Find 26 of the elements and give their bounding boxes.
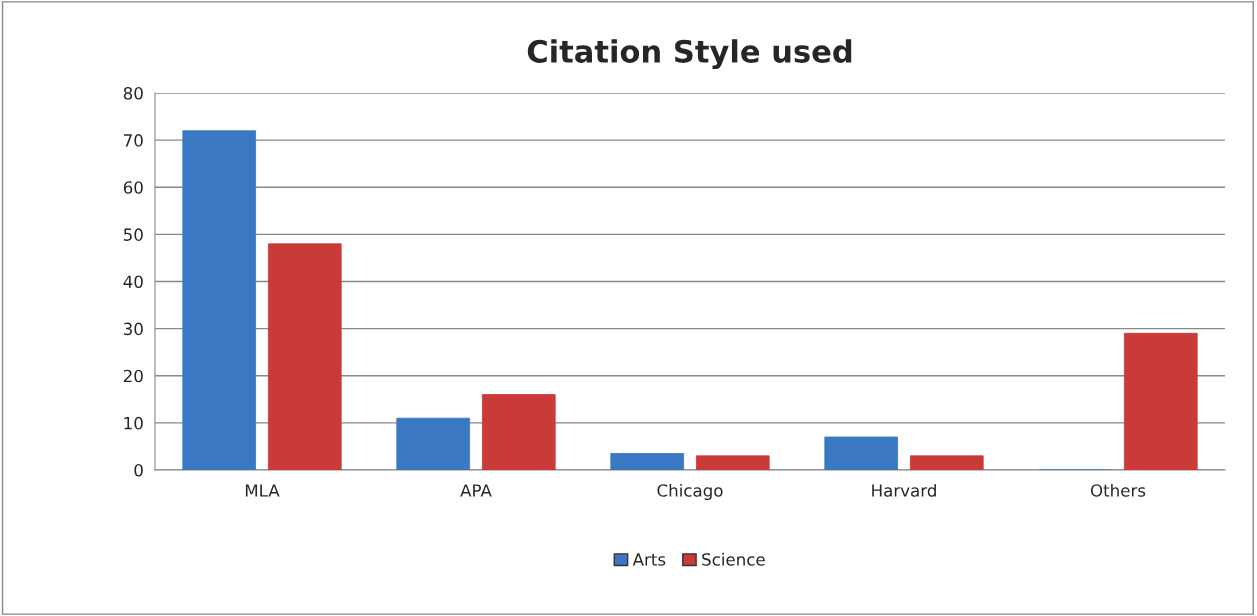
- x-tick-label: MLA: [245, 484, 280, 497]
- y-tick-label: 30: [123, 322, 143, 336]
- y-tick-label: 50: [123, 228, 143, 241]
- x-tick-label: Chicago: [657, 483, 723, 501]
- y-tick-label: 80: [123, 86, 143, 100]
- bar: [824, 436, 898, 470]
- bar: [268, 243, 342, 470]
- x-tick-label: Harvard: [872, 483, 936, 497]
- legend-label: Arts: [632, 553, 666, 566]
- x-tick-label: APA: [460, 484, 492, 497]
- y-tick-label: 40: [123, 275, 143, 289]
- bar: [482, 394, 556, 470]
- chart-title: Citation Style used: [527, 39, 852, 70]
- bar: [396, 417, 470, 470]
- bar: [1124, 332, 1198, 470]
- y-tick-label: 20: [123, 369, 143, 383]
- legend-label: Science: [702, 552, 765, 566]
- y-tick-label: 10: [124, 416, 143, 430]
- bar: [182, 130, 256, 470]
- y-tick-label: 70: [124, 134, 143, 147]
- bar: [610, 453, 684, 470]
- bar: [696, 455, 770, 470]
- y-tick-label: 60: [123, 181, 143, 194]
- y-tick-label: 0: [134, 463, 143, 477]
- x-tick-label: Others: [1090, 483, 1146, 497]
- bar: [910, 455, 984, 470]
